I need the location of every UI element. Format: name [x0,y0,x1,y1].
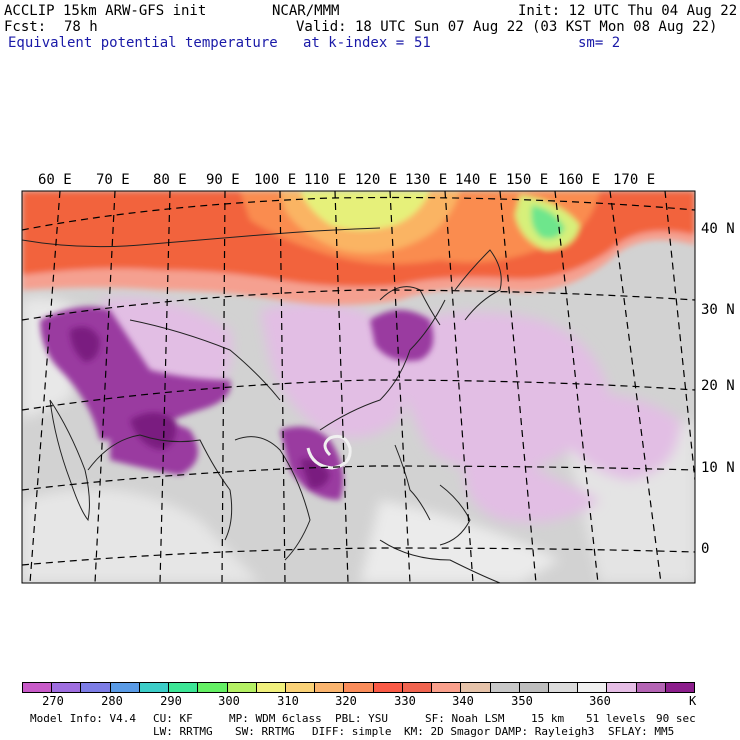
info-model: Model Info: V4.4 [30,712,136,725]
lon-label-110e: 110 E [304,172,347,188]
coastlines [22,227,502,583]
colorbar-swatch [373,683,403,692]
info-cu: CU: KF [153,712,193,725]
colorbar-label-340: 340 [452,694,474,708]
colorbar-swatch [285,683,316,692]
colorbar-label-300: 300 [218,694,240,708]
level-label: at k-index = [303,35,405,51]
field-name: Equivalent potential temperature [8,35,278,51]
info-mp: MP: WDM 6class [229,712,322,725]
colorbar-label-360: 360 [589,694,611,708]
info-damp: DAMP: Rayleigh3 [495,725,595,738]
colorbar-swatch [461,683,491,692]
colorbar-swatch [315,683,345,692]
lon-label-60e: 60 E [38,172,72,188]
level-value: 51 [414,35,431,51]
smoothing-label: sm= 2 [578,35,621,51]
lon-label-100e: 100 E [254,172,297,188]
lat-label-10n: 10 N [701,460,735,476]
colorbar-label-310: 310 [277,694,299,708]
lon-label-80e: 80 E [153,172,187,188]
lat-label-eq: 0 [701,541,710,557]
colorbar-swatch [227,683,257,692]
valid-time: Valid: 18 UTC Sun 07 Aug 22 (03 KST Mon … [296,19,718,35]
colorbar-swatch [578,683,608,692]
colorbar-swatch [110,683,140,692]
colorbar-swatch [344,683,374,692]
graticule [22,191,695,583]
colorbar-swatch [519,683,549,692]
colorbar-swatch [52,683,82,692]
colorbar-swatch [432,683,462,692]
lon-label-170e: 170 E [613,172,656,188]
lon-label-150e: 150 E [506,172,549,188]
lon-label-120e: 120 E [355,172,398,188]
lat-label-20n: 20 N [701,378,735,394]
info-km: KM: 2D Smagor [404,725,491,738]
colorbar-label-290: 290 [160,694,182,708]
colorbar-label-350: 350 [511,694,533,708]
info-sflay: SFLAY: MM5 [608,725,675,738]
colorbar-unit: K [689,694,697,708]
info-sw: SW: RRTMG [235,725,295,738]
lon-label-140e: 140 E [455,172,498,188]
colorbar-swatch [169,683,199,692]
colorbar-swatch [198,683,228,692]
forecast-hours: 78 h [64,19,98,35]
info-sf: SF: Noah LSM [425,712,505,725]
lon-label-70e: 70 E [96,172,130,188]
info-diff: DIFF: simple [312,725,392,738]
lon-label-130e: 130 E [405,172,448,188]
model-title: ACCLIP 15km ARW-GFS init [4,3,207,19]
colorbar-swatch [402,683,433,692]
typhoon-swirl [306,434,352,470]
lat-label-30n: 30 N [701,302,735,318]
colorbar-swatch [490,683,520,692]
colorbar-label-330: 330 [394,694,416,708]
colorbar-swatch [23,683,53,692]
colorbar-swatch [636,683,666,692]
warm-band [22,191,695,305]
colorbar-label-270: 270 [42,694,64,708]
forecast-label: Fcst: [4,19,47,35]
info-timestep: 90 sec [656,712,696,725]
colorbar-swatch [607,683,637,692]
map-frame [21,190,696,584]
info-lw: LW: RRTMG [153,725,213,738]
center-name: NCAR/MMM [272,3,340,19]
lon-label-160e: 160 E [558,172,601,188]
colorbar-swatch [81,683,111,692]
info-levels: 51 levels [586,712,646,725]
lat-label-40n: 40 N [701,221,735,237]
colorbar-swatch [548,683,579,692]
lon-label-90e: 90 E [206,172,240,188]
colorbar-swatch [256,683,286,692]
info-resolution: 15 km [531,712,565,725]
init-time: Init: 12 UTC Thu 04 Aug 22 [518,3,738,19]
colorbar-swatch [139,683,170,692]
colorbar-swatch [665,683,695,692]
colorbar [22,682,695,693]
info-pbl: PBL: YSU [335,712,388,725]
colorbar-label-320: 320 [335,694,357,708]
colorbar-label-280: 280 [101,694,123,708]
